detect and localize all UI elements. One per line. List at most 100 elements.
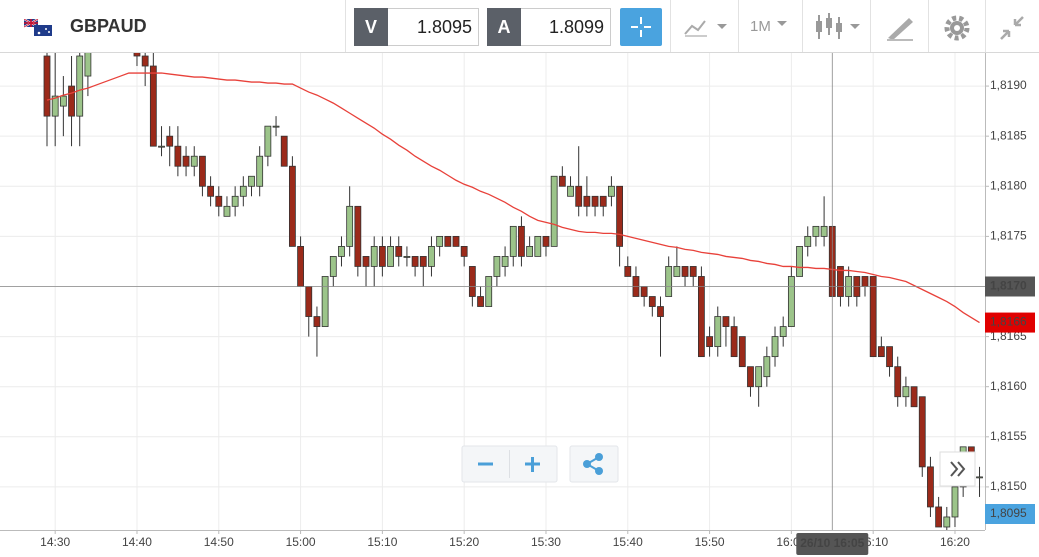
candle-body — [231, 195, 239, 207]
candle-body — [894, 366, 902, 398]
candle-body — [59, 95, 67, 107]
candle-body — [182, 155, 190, 167]
candle-body — [313, 316, 321, 327]
toolbar: GBPAUD V 1.8095 A 1.8099 1M — [0, 0, 1039, 53]
timeframe-button[interactable]: 1M — [750, 18, 771, 35]
candle-body — [861, 276, 869, 287]
candle-body — [771, 336, 779, 358]
settings-button[interactable] — [943, 14, 971, 42]
candle-body — [51, 95, 59, 117]
candle-body — [779, 326, 787, 337]
candle-body — [918, 396, 926, 468]
candle-type-button[interactable] — [814, 12, 864, 42]
crosshair-price-box — [985, 276, 1035, 297]
x-tick-label: 15:10 — [367, 535, 397, 549]
candle-body — [387, 246, 394, 267]
candle-body — [730, 326, 738, 358]
candle-body — [264, 125, 272, 157]
candle-body — [763, 356, 771, 378]
x-tick-label: 14:30 — [40, 535, 70, 549]
candle-body — [501, 256, 509, 267]
candle-body — [567, 185, 574, 197]
chevron — [950, 461, 959, 477]
share-button[interactable] — [569, 445, 619, 483]
sell-price[interactable]: 1.8095 — [388, 8, 479, 46]
symbol: GBPAUD — [70, 16, 147, 36]
share-dot — [595, 467, 603, 475]
candle-body — [452, 235, 460, 247]
candle-body — [403, 256, 411, 258]
candle-body — [698, 276, 705, 358]
candle-body — [534, 235, 542, 257]
x-tick-label: 14:50 — [204, 535, 234, 549]
candle-body — [76, 55, 84, 117]
candle-body — [804, 235, 812, 247]
candle-body — [640, 286, 648, 297]
candle-body — [370, 246, 378, 267]
chevron — [957, 461, 966, 477]
candle-body — [902, 386, 910, 398]
buy-price[interactable]: 1.8099 — [521, 8, 611, 46]
zoom-in-button[interactable] — [510, 446, 557, 482]
gear-hole — [954, 25, 960, 31]
candle-body — [346, 205, 354, 247]
separator — [738, 0, 739, 52]
candle-body — [722, 316, 730, 327]
candle-body — [215, 195, 223, 207]
candle-body — [141, 55, 149, 67]
candle-body — [321, 276, 329, 327]
zoom-out-button[interactable] — [462, 446, 509, 482]
separator — [928, 0, 929, 52]
candle-body — [910, 386, 918, 408]
pen-glyph — [888, 18, 913, 40]
chart-type-button[interactable] — [683, 16, 729, 38]
collapse-button[interactable] — [998, 14, 1026, 42]
candle-body — [436, 235, 444, 247]
candle-body — [419, 256, 427, 267]
candle-body — [256, 155, 264, 187]
sell-button[interactable]: V — [354, 8, 388, 46]
candle-body — [493, 256, 501, 277]
candle-body — [223, 205, 231, 217]
x-tick-label: 16:20 — [940, 535, 970, 549]
plot-area — [43, 53, 983, 530]
candle-body — [166, 135, 174, 147]
candle-body — [608, 185, 615, 197]
collapse-glyph — [1000, 16, 1024, 40]
candle-body — [665, 266, 673, 297]
candle-body — [706, 336, 713, 348]
candle-body — [550, 175, 558, 247]
candle-body — [820, 225, 828, 237]
candle-body — [199, 155, 206, 187]
candle-body — [787, 276, 795, 327]
timeframe-arrow — [777, 21, 787, 26]
draw-tool-button[interactable] — [885, 14, 917, 42]
flag-star — [48, 31, 50, 33]
candle-body — [935, 506, 943, 528]
crosshair-time-box — [796, 533, 869, 555]
bid-price-label: 1,8095 — [990, 506, 1027, 520]
candle-body — [837, 266, 844, 297]
y-tick-label: 1,8160 — [990, 379, 1027, 393]
candle-body — [329, 256, 337, 277]
buy-button[interactable]: A — [487, 8, 521, 46]
flag-au — [34, 25, 52, 36]
share-box[interactable] — [569, 445, 619, 483]
share-dot — [583, 460, 591, 468]
candle-body — [599, 195, 607, 207]
line-glyph — [684, 20, 706, 35]
candle-body — [428, 246, 435, 267]
dropdown-arrow — [717, 24, 727, 29]
candle-body — [485, 276, 493, 307]
candle-body — [84, 53, 92, 77]
flag-icon — [24, 19, 52, 36]
scroll-right-button[interactable] — [939, 451, 976, 487]
crosshair-button[interactable] — [620, 8, 662, 46]
candle-body — [526, 246, 534, 257]
y-tick-label: 1,8180 — [990, 178, 1027, 192]
candle-body — [133, 53, 141, 57]
candle-body — [207, 185, 215, 197]
candle-body — [338, 246, 345, 257]
